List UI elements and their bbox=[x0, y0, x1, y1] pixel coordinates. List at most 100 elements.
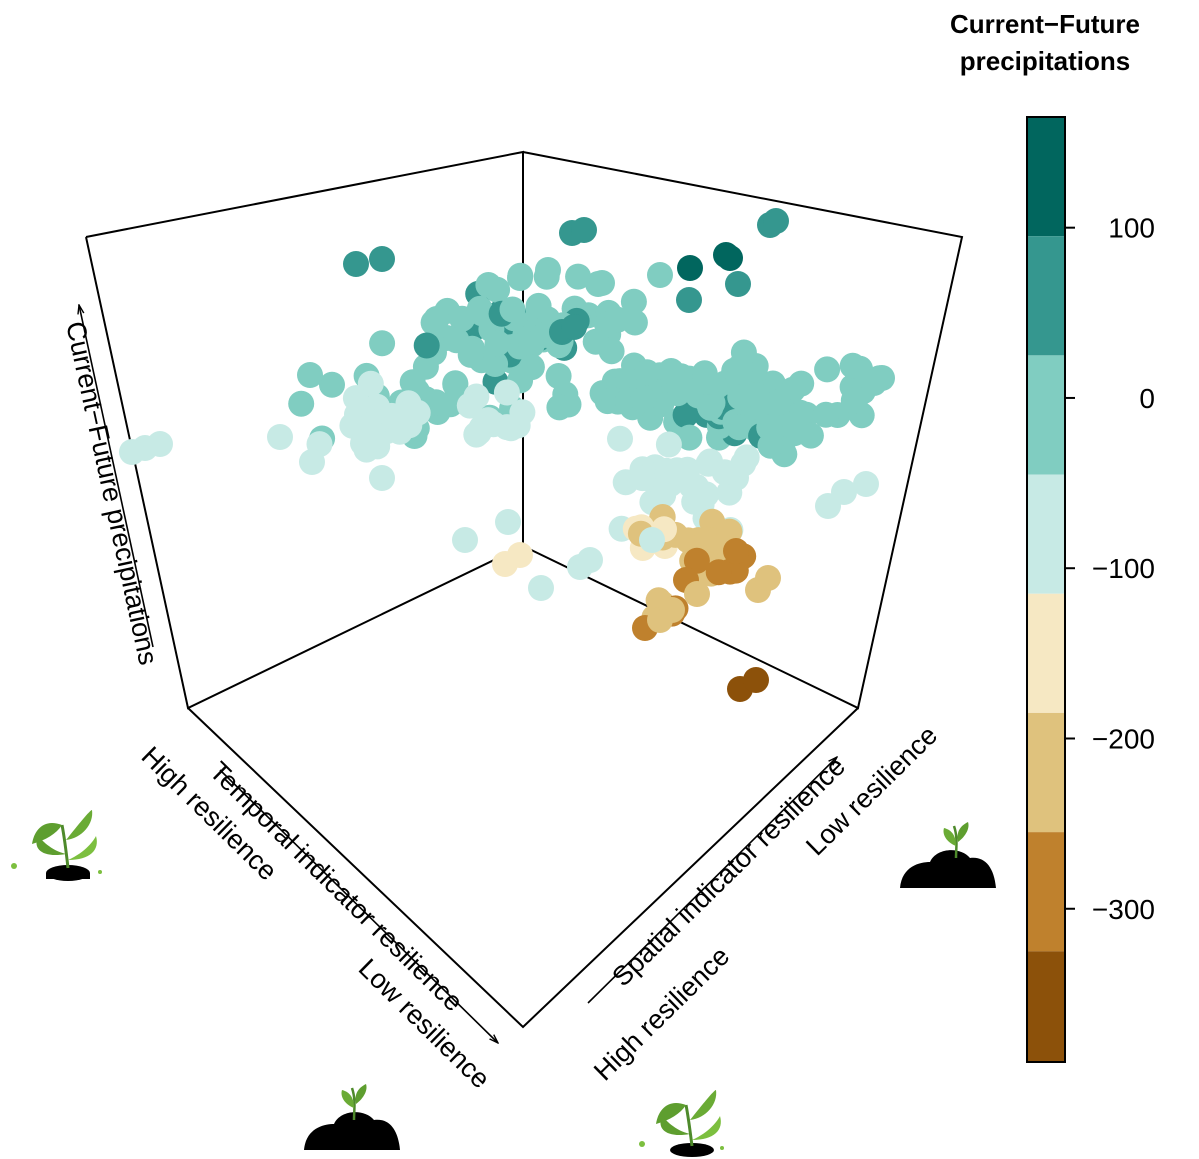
data-point bbox=[507, 265, 533, 291]
data-point bbox=[607, 425, 633, 452]
data-point bbox=[288, 390, 315, 417]
box-floor-front-edges bbox=[187, 707, 859, 1029]
data-point bbox=[452, 527, 478, 553]
data-point bbox=[546, 394, 573, 421]
data-point bbox=[831, 479, 857, 505]
colorbar-title-line2: precipitations bbox=[960, 46, 1130, 76]
data-point bbox=[763, 208, 789, 234]
data-point bbox=[765, 389, 792, 416]
x-axis-label: Temporal indicator resilience bbox=[204, 756, 469, 1017]
colorbar-title-line1: Current−Future bbox=[950, 9, 1140, 39]
data-point bbox=[650, 482, 677, 509]
data-point bbox=[716, 479, 743, 506]
data-point bbox=[676, 287, 702, 313]
data-point bbox=[604, 306, 631, 333]
data-point bbox=[369, 330, 396, 357]
data-point bbox=[692, 368, 719, 395]
data-point bbox=[726, 414, 752, 441]
data-point bbox=[840, 387, 867, 414]
data-point bbox=[639, 527, 665, 553]
data-point bbox=[369, 465, 395, 491]
y-axis-high-resilience-label: High resilience bbox=[588, 941, 735, 1087]
data-point bbox=[630, 386, 657, 413]
data-point bbox=[343, 251, 369, 277]
data-point bbox=[743, 382, 770, 409]
data-point bbox=[589, 270, 615, 296]
colorbar-tick-label: −200 bbox=[1092, 723, 1155, 754]
data-point bbox=[339, 412, 366, 439]
colorbar-tick-label: 100 bbox=[1108, 213, 1155, 244]
data-point bbox=[319, 371, 345, 398]
plant-with-leaves-icon bbox=[639, 1090, 724, 1157]
data-point bbox=[442, 371, 469, 398]
data-point bbox=[711, 459, 738, 486]
data-point bbox=[507, 542, 533, 568]
bare-soil-sprout-icon bbox=[304, 1084, 400, 1150]
data-point bbox=[577, 547, 603, 573]
colorbar-bin bbox=[1027, 832, 1065, 952]
data-point bbox=[457, 341, 484, 368]
data-point bbox=[561, 314, 587, 340]
colorbar-bin bbox=[1027, 474, 1065, 594]
colorbar-frame bbox=[1026, 116, 1066, 1063]
colorbar-bin bbox=[1027, 712, 1065, 833]
colorbar-bin bbox=[1027, 355, 1065, 475]
data-point bbox=[853, 471, 879, 497]
colorbar-bin bbox=[1027, 593, 1065, 713]
data-point bbox=[518, 331, 545, 358]
data-point bbox=[647, 262, 673, 288]
box-back-right-face bbox=[522, 151, 964, 710]
data-point bbox=[297, 362, 323, 388]
data-point bbox=[484, 330, 511, 357]
colorbar-bin bbox=[1027, 117, 1065, 237]
data-point bbox=[658, 358, 685, 384]
data-point bbox=[683, 547, 710, 574]
data-point bbox=[839, 352, 866, 379]
data-point bbox=[545, 363, 572, 389]
data-point bbox=[482, 351, 509, 377]
data-point bbox=[369, 246, 395, 272]
data-point bbox=[565, 263, 592, 290]
data-point bbox=[676, 424, 703, 451]
data-point bbox=[582, 328, 609, 355]
colorbar bbox=[1027, 117, 1065, 1062]
data-point bbox=[499, 296, 526, 323]
data-point bbox=[525, 292, 552, 319]
colorbar-tick-label: 0 bbox=[1139, 383, 1155, 414]
data-point bbox=[672, 402, 699, 428]
plant-with-leaves-icon bbox=[11, 810, 102, 881]
data-point bbox=[535, 257, 561, 283]
data-point bbox=[655, 431, 682, 458]
y-axis-arrow bbox=[587, 757, 837, 1004]
data-point bbox=[723, 538, 749, 564]
data-point bbox=[659, 597, 685, 623]
data-point bbox=[727, 354, 753, 380]
data-point bbox=[629, 465, 656, 492]
data-point bbox=[634, 359, 660, 386]
colorbar-tick-label: −100 bbox=[1092, 553, 1155, 584]
data-point bbox=[797, 422, 824, 449]
data-point bbox=[357, 370, 384, 397]
z-axis-arrow bbox=[79, 305, 154, 648]
data-point bbox=[697, 394, 724, 421]
data-point bbox=[267, 424, 293, 450]
data-point bbox=[743, 667, 769, 693]
x-axis-arrow bbox=[219, 769, 498, 1043]
data-point bbox=[705, 559, 732, 586]
data-point bbox=[814, 356, 841, 383]
data-point bbox=[677, 255, 703, 281]
colorbar-bin bbox=[1027, 951, 1065, 1062]
data-point bbox=[812, 401, 839, 428]
data-point bbox=[528, 575, 554, 601]
data-point bbox=[299, 449, 325, 475]
data-point bbox=[456, 392, 483, 419]
data-point bbox=[756, 414, 783, 441]
data-point bbox=[495, 509, 521, 535]
data-point bbox=[413, 332, 440, 359]
data-point bbox=[463, 421, 490, 448]
data-point bbox=[493, 379, 520, 406]
data-point bbox=[717, 245, 743, 271]
data-point bbox=[684, 581, 710, 607]
colorbar-bin bbox=[1027, 236, 1065, 356]
